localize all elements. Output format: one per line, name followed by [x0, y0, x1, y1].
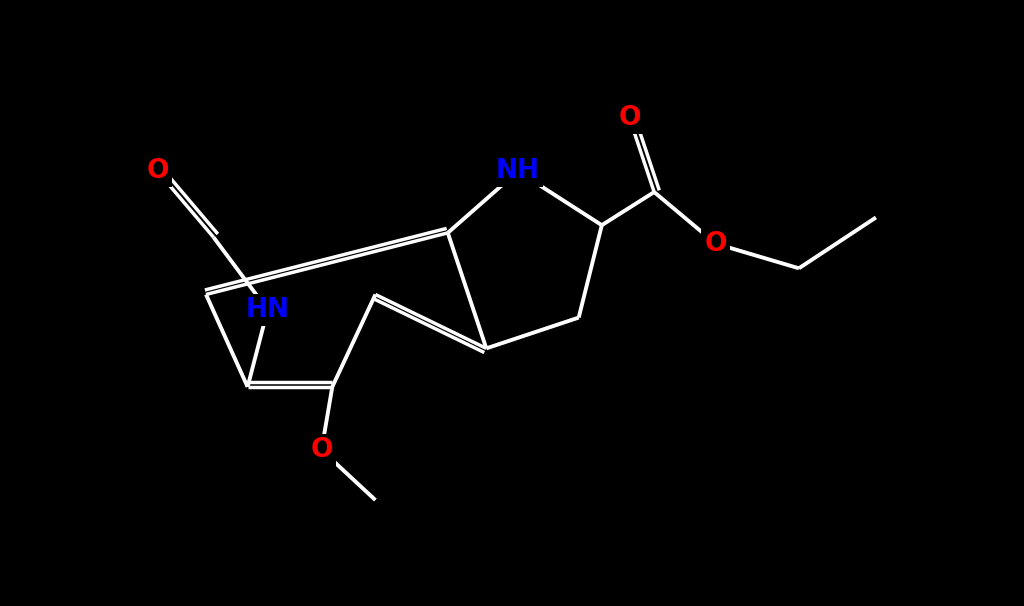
Text: NH: NH	[496, 158, 540, 184]
Text: O: O	[705, 231, 727, 257]
Text: O: O	[146, 158, 169, 184]
Text: O: O	[310, 437, 333, 463]
Text: O: O	[618, 105, 641, 131]
Text: HN: HN	[246, 297, 290, 323]
